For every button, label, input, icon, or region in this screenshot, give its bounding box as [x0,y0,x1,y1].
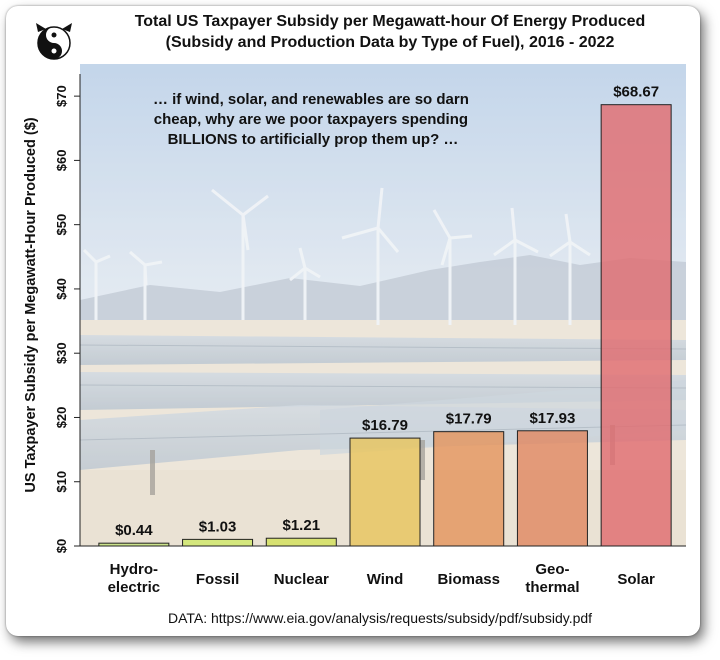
bar [265,537,337,547]
value-label: $1.21 [283,517,321,534]
chart-title: Total US Taxpayer Subsidy per Megawatt-h… [134,13,646,30]
value-labels: $0.44 $1.03 $1.21 $16.79 $17.79 $17.93 $68.67 [115,84,659,539]
data-source: DATA: https://www.eia.gov/analysis/reque… [167,610,593,626]
y-tick-label: $0 [54,539,69,553]
bar [600,104,672,547]
value-label: $1.03 [199,518,237,535]
annotation: … if wind, solar, and renewables are so … [153,91,473,148]
x-tick-label: Solar [617,571,655,588]
x-tick-label: Biomass [437,571,500,588]
y-tick-label: $40 [54,278,69,300]
value-label: $17.79 [446,411,492,428]
yin-yang-cat-icon [36,23,72,60]
y-tick-label: $60 [54,150,69,172]
bar [349,437,421,547]
value-label: $16.79 [362,417,408,434]
y-tick-label: $10 [54,471,69,493]
annotation-line-1: … if wind, solar, and renewables are so … [153,91,469,108]
x-tick-label: Geo- [535,561,569,578]
annotation-line-2: cheap, why are we poor taxpayers spendin… [154,111,468,128]
x-tick-label: Wind [367,571,404,588]
bar [98,542,170,547]
y-tick-label: $70 [54,85,69,107]
x-tick-label: Hydro- [110,561,158,578]
value-label: $17.93 [529,410,575,427]
x-axis-labels: Hydro-electric Fossil Nuclear Wind Biomass Ge… [108,561,655,596]
value-label: $68.67 [613,84,659,101]
bar [433,431,505,547]
bar [516,430,588,547]
bars-group [98,104,672,547]
x-tick-label: Nuclear [274,571,329,588]
value-label: $0.44 [115,522,153,539]
bar [182,538,254,547]
chart-subtitle: (Subsidy and Production Data by Type of … [165,34,615,51]
x-tick-label: thermal [525,579,579,596]
y-tick-label: $20 [54,407,69,429]
x-tick-label: Fossil [196,571,239,588]
x-tick-label: electric [108,579,161,596]
y-tick-label: $30 [54,342,69,364]
y-axis-title: US Taxpayer Subsidy per Megawatt-Hour Pr… [23,117,39,492]
y-tick-label: $50 [54,214,69,236]
annotation-line-3: BILLIONS to artificially prop them up? … [168,131,459,148]
